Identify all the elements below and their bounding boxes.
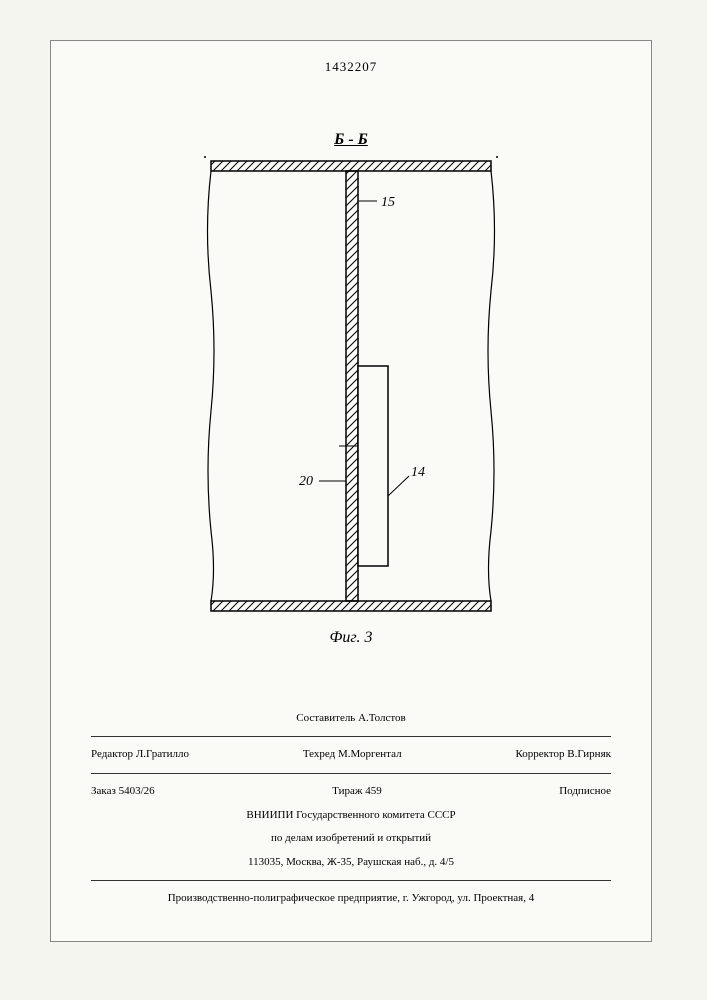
- org-line-2: по делам изобретений и открытий: [91, 827, 611, 851]
- figure-label: Фиг. 3: [51, 629, 651, 647]
- bottom-wall: [211, 601, 491, 611]
- compiler-label: Составитель: [296, 712, 355, 724]
- address: 113035, Москва, Ж-35, Раушская наб., д. …: [91, 851, 611, 875]
- callout-20: 20: [299, 474, 313, 489]
- editor: Редактор Л.Гратилло: [91, 746, 189, 764]
- divider: [91, 880, 611, 881]
- compiler-name: А.Толстов: [358, 712, 406, 724]
- order-row: Заказ 5403/26 Тираж 459 Подписное: [91, 780, 611, 804]
- callout-line-14: [388, 476, 409, 496]
- divider: [91, 773, 611, 774]
- corrector: Корректор В.Гирняк: [515, 746, 611, 764]
- org-line-1: ВНИИПИ Государственного комитета СССР: [91, 804, 611, 828]
- divider: [91, 736, 611, 737]
- compiler-row: Составитель А.Толстов: [91, 707, 611, 731]
- subscription: Подписное: [559, 783, 611, 801]
- callout-14: 14: [411, 465, 425, 480]
- document-number: 1432207: [51, 59, 651, 75]
- diagram: 15 14 20: [201, 151, 501, 621]
- order: Заказ 5403/26: [91, 783, 155, 801]
- printer-line: Производственно-полиграфическое предприя…: [91, 887, 611, 911]
- center-wall: [346, 171, 358, 601]
- inner-piece: [358, 366, 388, 566]
- footer: Составитель А.Толстов Редактор Л.Гратилл…: [91, 707, 611, 911]
- callout-15: 15: [381, 195, 395, 210]
- techred: Техред М.Моргентал: [303, 746, 402, 764]
- section-label: Б - Б: [51, 131, 651, 149]
- break-line-left: [208, 171, 215, 601]
- top-wall: [211, 161, 491, 171]
- break-line-right: [488, 171, 495, 601]
- credits-row: Редактор Л.Гратилло Техред М.Моргентал К…: [91, 743, 611, 767]
- tirage: Тираж 459: [332, 783, 382, 801]
- document-page: 1432207 Б - Б: [50, 40, 652, 942]
